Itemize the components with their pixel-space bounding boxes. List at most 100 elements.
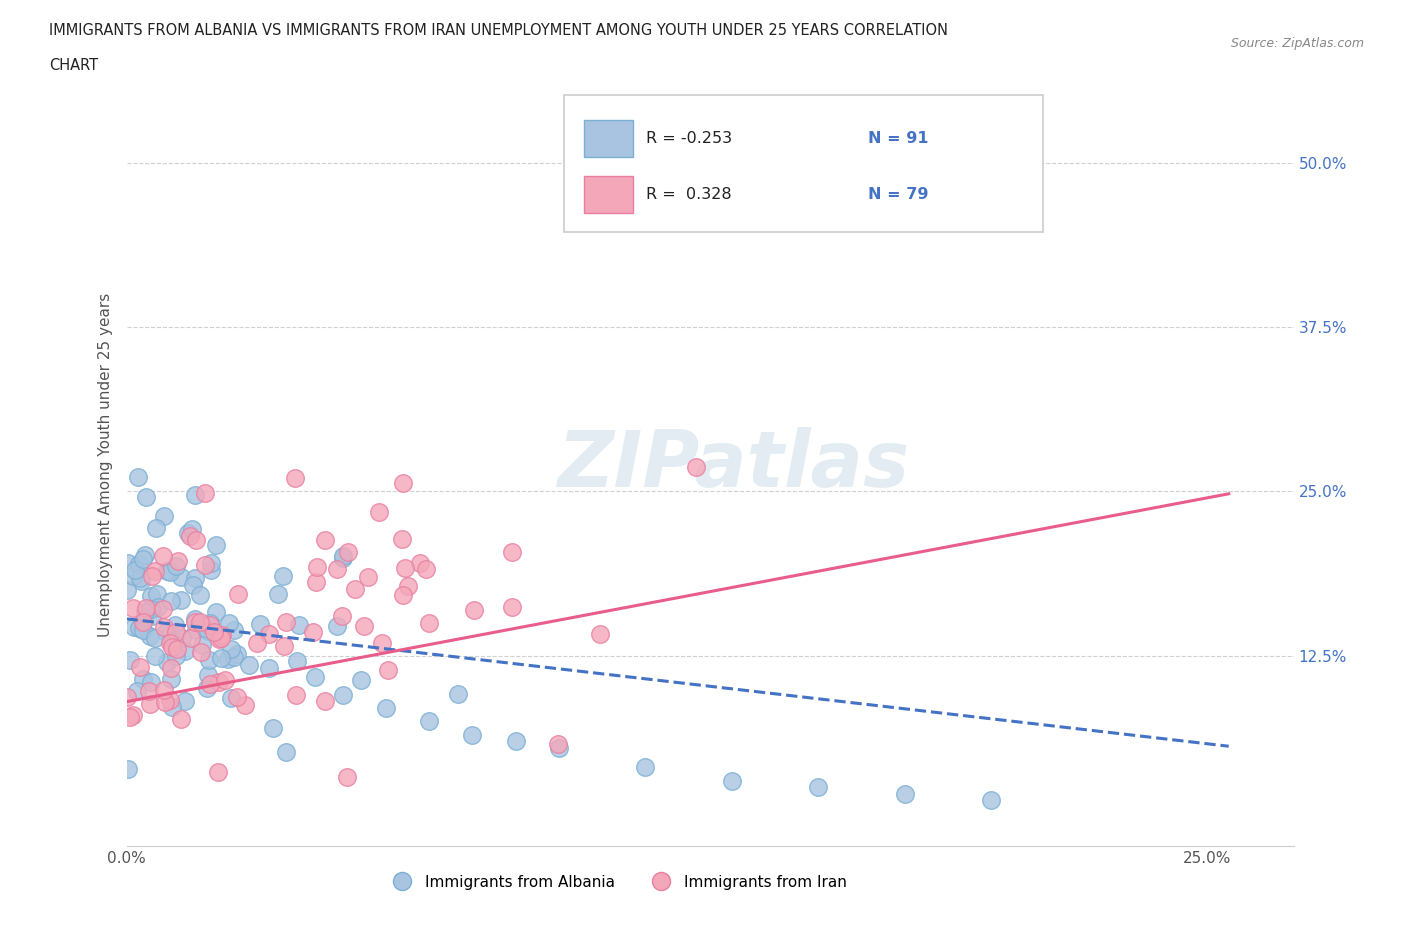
- Point: [174, 644, 197, 658]
- Point: [122, 568, 145, 583]
- Point: [377, 662, 399, 677]
- Text: ZIPatlas: ZIPatlas: [557, 427, 910, 503]
- Point: [305, 560, 328, 575]
- Point: [160, 671, 183, 686]
- Point: [134, 548, 156, 563]
- Point: [194, 557, 217, 572]
- Point: [285, 688, 308, 703]
- Point: [305, 574, 328, 589]
- Point: [374, 701, 396, 716]
- Point: [141, 589, 163, 604]
- Point: [350, 672, 373, 687]
- Point: [370, 635, 392, 650]
- Point: [208, 674, 231, 689]
- Point: [159, 565, 181, 579]
- Point: [115, 582, 138, 597]
- Point: [152, 549, 174, 564]
- Point: [160, 699, 183, 714]
- Point: [139, 602, 162, 617]
- Point: [205, 538, 228, 552]
- Point: [127, 684, 149, 698]
- Point: [238, 658, 260, 672]
- Point: [124, 562, 146, 577]
- Point: [267, 587, 290, 602]
- Point: [262, 721, 284, 736]
- Point: [166, 642, 188, 657]
- Point: [135, 490, 157, 505]
- Point: [176, 525, 198, 540]
- Point: [146, 600, 169, 615]
- Point: [198, 652, 221, 667]
- Point: [131, 671, 153, 686]
- Point: [224, 650, 246, 665]
- Point: [505, 734, 527, 749]
- Point: [190, 645, 212, 660]
- Point: [211, 629, 233, 644]
- Point: [128, 621, 150, 636]
- Bar: [583, 176, 633, 213]
- Point: [155, 695, 177, 710]
- Point: [198, 676, 221, 691]
- Point: [188, 615, 211, 630]
- Point: [134, 604, 156, 619]
- Point: [159, 635, 181, 650]
- Point: [233, 698, 256, 712]
- Point: [160, 640, 183, 655]
- Text: Source: ZipAtlas.com: Source: ZipAtlas.com: [1230, 37, 1364, 50]
- Point: [325, 562, 347, 577]
- Point: [153, 509, 176, 524]
- Point: [391, 587, 413, 602]
- Text: N = 79: N = 79: [868, 187, 928, 202]
- Point: [207, 631, 229, 646]
- Point: [128, 620, 150, 635]
- Point: [138, 684, 160, 698]
- Point: [257, 627, 280, 642]
- Point: [117, 555, 139, 570]
- Point: [418, 714, 440, 729]
- Point: [115, 689, 138, 704]
- Legend: Immigrants from Albania, Immigrants from Iran: Immigrants from Albania, Immigrants from…: [381, 869, 852, 896]
- Point: [153, 682, 176, 697]
- Point: [163, 618, 186, 632]
- Point: [131, 573, 153, 588]
- Point: [353, 618, 375, 633]
- Point: [302, 625, 325, 640]
- Point: [170, 711, 193, 726]
- Point: [893, 786, 915, 801]
- Point: [501, 544, 523, 559]
- Point: [165, 624, 187, 639]
- Point: [284, 471, 307, 485]
- Point: [249, 617, 271, 631]
- Point: [219, 641, 242, 656]
- Point: [219, 691, 242, 706]
- Point: [170, 592, 193, 607]
- Point: [184, 532, 207, 547]
- Point: [170, 631, 193, 645]
- Text: N = 91: N = 91: [868, 131, 928, 146]
- Point: [246, 635, 269, 650]
- Point: [332, 549, 354, 564]
- FancyBboxPatch shape: [564, 95, 1043, 232]
- Point: [153, 619, 176, 634]
- Point: [166, 553, 188, 568]
- Point: [191, 638, 214, 653]
- Point: [285, 654, 308, 669]
- Point: [547, 740, 569, 755]
- Point: [218, 616, 240, 631]
- Point: [332, 551, 354, 565]
- Point: [205, 604, 228, 619]
- Point: [122, 601, 145, 616]
- Point: [145, 521, 167, 536]
- Point: [332, 687, 354, 702]
- Point: [226, 587, 249, 602]
- Point: [409, 556, 432, 571]
- Point: [392, 475, 415, 490]
- Point: [214, 672, 236, 687]
- Point: [276, 614, 298, 629]
- Point: [211, 651, 233, 666]
- Point: [180, 522, 202, 537]
- Point: [396, 578, 419, 593]
- Point: [160, 594, 183, 609]
- Point: [207, 765, 229, 780]
- Point: [980, 793, 1002, 808]
